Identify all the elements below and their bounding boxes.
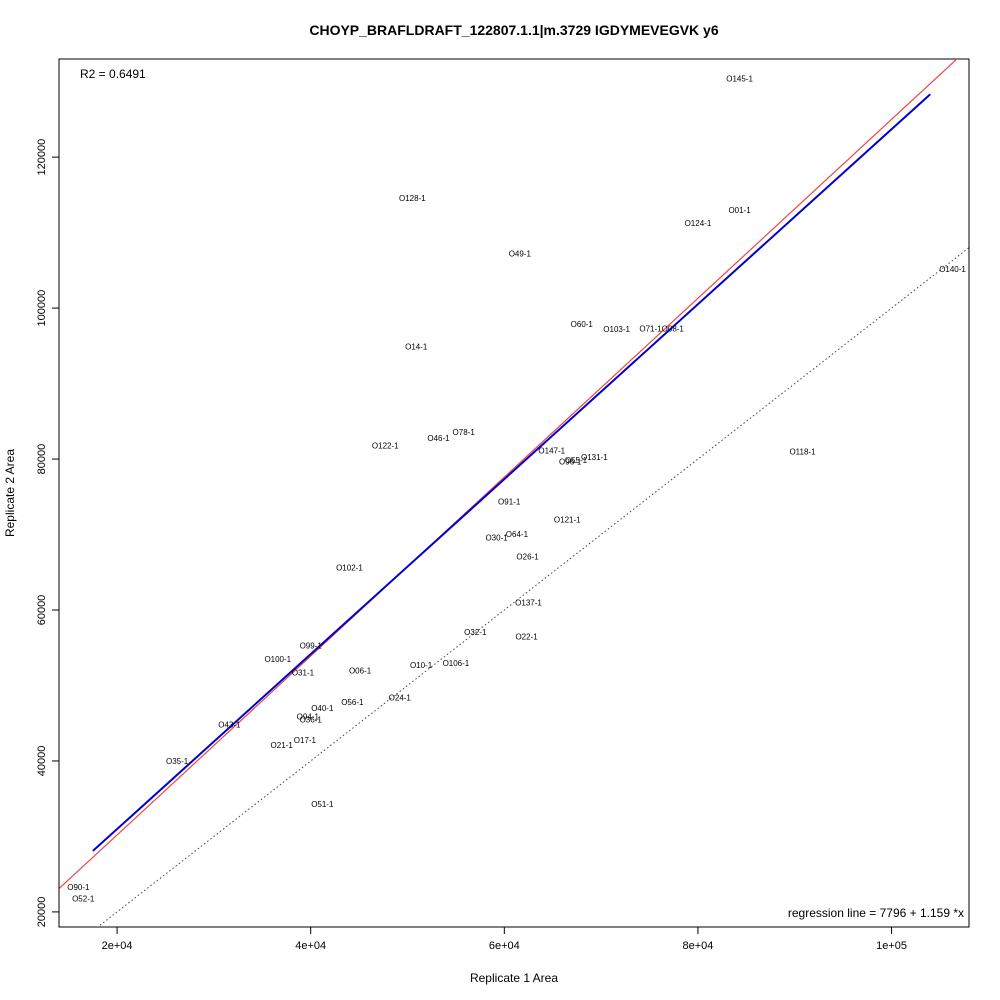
point-label: O91-1 (498, 497, 521, 506)
point-label: O26-1 (516, 552, 539, 561)
point-label: O36-1 (300, 715, 323, 724)
line-layer (59, 59, 969, 927)
point-label: O140-1 (939, 265, 966, 274)
point-label: O147-1 (538, 447, 565, 456)
x-tick-label: 2e+04 (102, 940, 133, 952)
point-label: O128-1 (399, 194, 426, 203)
point-label: O14-1 (405, 343, 428, 352)
point-label: O22-1 (515, 632, 538, 641)
point-label: O71-1 (639, 324, 662, 333)
point-label: O52-1 (72, 894, 95, 903)
regression-line (92, 93, 931, 852)
x-tick-label: 4e+04 (295, 940, 326, 952)
point-label: O46-1 (427, 434, 450, 443)
point-label: O30-1 (485, 534, 508, 543)
x-tick-label: 1e+05 (876, 940, 907, 952)
regression-annotation: regression line = 7796 + 1.159 *x (788, 906, 964, 920)
point-label: O100-1 (264, 655, 291, 664)
y-axis: 20000 40000 60000 80000 100000 120000 (36, 139, 60, 928)
point-label: O96-1 (559, 457, 582, 466)
reference-line (59, 59, 958, 890)
plot-frame (58, 58, 970, 928)
point-label: O40-1 (311, 704, 334, 713)
y-tick-label: 120000 (36, 139, 48, 176)
point-label: O94-1 (297, 712, 320, 721)
point-label: O10-1 (410, 661, 433, 670)
chart-title: CHOYP_BRAFLDRAFT_122807.1.1|m.3729 IGDYM… (309, 22, 719, 38)
point-label: O21-1 (271, 741, 294, 750)
r2-annotation: R2 = 0.6491 (80, 67, 146, 81)
point-label: O56-1 (341, 698, 364, 707)
point-label: O64-1 (506, 530, 529, 539)
x-tick-label: 6e+04 (489, 940, 520, 952)
point-label: O55-1 (565, 456, 588, 465)
point-label: O102-1 (336, 564, 363, 573)
y-tick-label: 40000 (36, 746, 48, 777)
point-label: O145-1 (726, 75, 753, 84)
x-axis-label: Replicate 1 Area (470, 971, 558, 985)
y-axis-label: Replicate 2 Area (3, 449, 17, 537)
point-label: O131-1 (581, 453, 608, 462)
point-label: O06-1 (349, 666, 372, 675)
point-label: O32-1 (464, 628, 487, 637)
point-label: O106-1 (443, 659, 470, 668)
point-label: O49-1 (509, 250, 532, 259)
y-tick-label: 80000 (36, 444, 48, 475)
point-label: O137-1 (515, 598, 542, 607)
point-label: O121-1 (554, 515, 581, 524)
x-axis: 2e+04 4e+04 6e+04 8e+04 1e+05 (102, 926, 907, 952)
point-label: O17-1 (294, 736, 317, 745)
point-label: O31-1 (292, 669, 315, 678)
point-label: O51-1 (311, 800, 334, 809)
point-label: O122-1 (372, 441, 399, 450)
point-label: O35-1 (166, 757, 189, 766)
point-label: O78-1 (453, 428, 476, 437)
point-label: O60-1 (571, 320, 594, 329)
point-label: O43-1 (218, 721, 241, 730)
point-label: O118-1 (789, 447, 816, 456)
point-label: O103-1 (603, 325, 630, 334)
y-tick-label: 20000 (36, 897, 48, 928)
point-label: O90-1 (67, 883, 90, 892)
identity-line (96, 247, 969, 927)
point-label: O99-1 (300, 641, 323, 650)
y-tick-label: 100000 (36, 290, 48, 327)
point-label: O24-1 (389, 694, 412, 703)
point-label-layer: O145-1 O128-1 O01-1 O124-1 O49-1 O140-1 O60-1 O… (67, 75, 966, 904)
point-label: O08-1 (662, 324, 685, 333)
y-tick-label: 60000 (36, 595, 48, 626)
point-label: O01-1 (728, 206, 751, 215)
x-tick-label: 8e+04 (682, 940, 713, 952)
point-label: O124-1 (685, 219, 712, 228)
